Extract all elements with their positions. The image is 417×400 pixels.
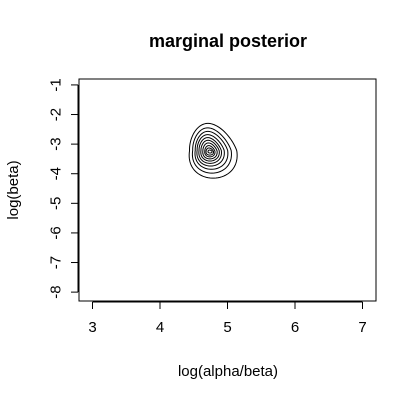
- x-tick-label: 4: [156, 319, 164, 336]
- y-tick-label: -7: [48, 256, 65, 269]
- x-tick-label: 7: [358, 319, 366, 336]
- contour-set: [188, 122, 238, 179]
- contour-line: [207, 149, 213, 154]
- x-tick-label: 6: [291, 319, 299, 336]
- y-tick-label: -3: [48, 137, 65, 150]
- contour-line: [188, 122, 238, 179]
- contour-line: [202, 142, 218, 160]
- x-axis: 3 4 5 6 7: [88, 301, 367, 336]
- contour-line: [194, 130, 229, 170]
- contour-line: [204, 145, 216, 158]
- contour-line: [200, 139, 220, 162]
- y-tick-label: -2: [48, 108, 65, 121]
- x-tick-label: 5: [223, 319, 231, 336]
- contour-line: [191, 127, 232, 174]
- y-axis: -1 -2 -3 -4 -5 -6 -7 -8: [48, 78, 79, 299]
- chart-title: marginal posterior: [149, 31, 307, 51]
- y-tick-label: -6: [48, 226, 65, 239]
- contour-line: [196, 134, 225, 167]
- contour-line: [205, 147, 215, 156]
- plot-frame: [78, 78, 377, 302]
- y-axis-label: log(beta): [5, 160, 22, 219]
- y-tick-label: -1: [48, 78, 65, 91]
- y-tick-label: -8: [48, 285, 65, 298]
- x-axis-label: log(alpha/beta): [178, 363, 278, 380]
- y-tick-label: -4: [48, 167, 65, 180]
- contour-line: [198, 137, 222, 164]
- y-tick-label: -5: [48, 197, 65, 210]
- x-tick-label: 3: [88, 319, 96, 336]
